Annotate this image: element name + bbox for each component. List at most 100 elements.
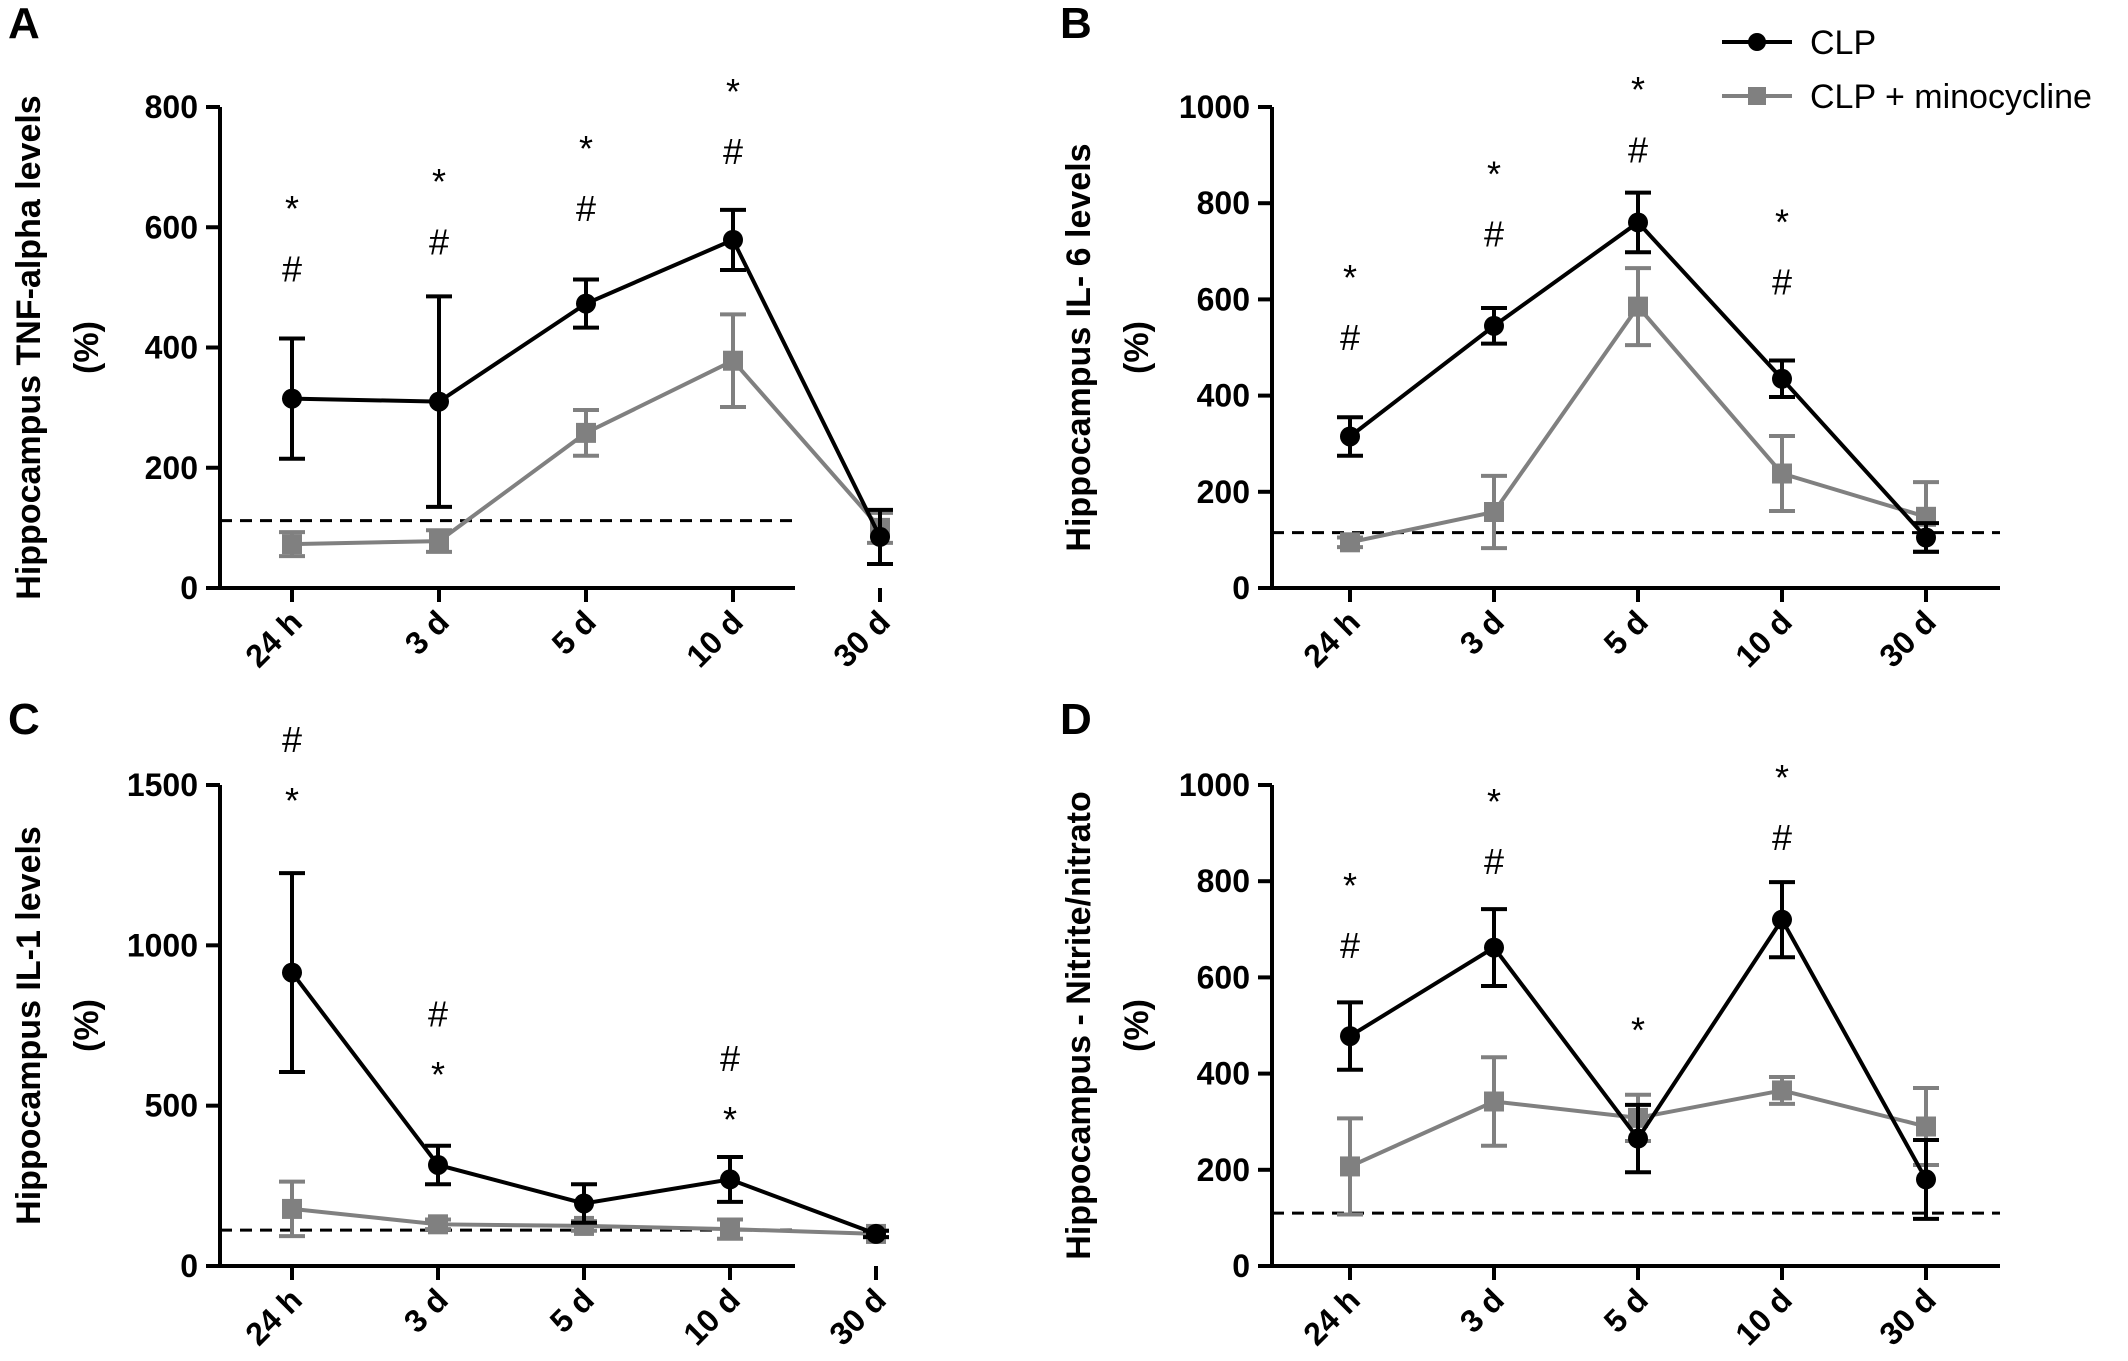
panel-d-series-clp-point — [1916, 1169, 1936, 1190]
panel-b-y-tick-label: 600 — [1197, 281, 1250, 317]
panel-d-x-tick-label-3-d: 3 d — [1453, 1281, 1511, 1339]
panel-b-x-tick-label-30-d: 30 d — [1872, 603, 1943, 674]
panel-c-y-tick-label: 1000 — [127, 927, 198, 963]
legend-entry-clp: CLP — [1722, 24, 1876, 62]
panel-b-annotation-hash: # — [1772, 262, 1792, 303]
panel-b-y-label: Hippocampus IL- 6 levels — [1060, 143, 1098, 551]
panel-a: A 0 200 400 600 800 24 h 3 d 5 d 10 d 30 d Hippocam… — [8, 0, 897, 674]
panel-a-series-clp-minocycline-point — [429, 531, 449, 552]
panel-b-annotation-hash: # — [1340, 317, 1360, 358]
panel-b-x-tick-label-5-d: 5 d — [1597, 603, 1655, 661]
panel-d-annotation-asterisk: * — [1775, 757, 1789, 798]
panel-b-series-clp-point — [1340, 426, 1360, 447]
panel-a-series-clp-minocycline-point — [576, 422, 596, 443]
panel-a-series-clp-point — [723, 229, 743, 250]
panel-a-x-tick-label-3-d: 3 d — [398, 603, 456, 661]
panel-d-y-tick-label: 400 — [1197, 1056, 1250, 1092]
panel-b-annotation-hash: # — [1628, 129, 1648, 170]
panel-a-annotation-asterisk: * — [285, 188, 299, 229]
panel-d-series-clp-point — [1484, 937, 1504, 958]
panel-a-annotation-hash: # — [282, 248, 302, 289]
panel-a-annotation-asterisk: * — [579, 128, 593, 169]
panel-d: D 0 200 400 600 800 1000 24 h 3 d 5 d 10 d 30 d Hipp… — [1060, 695, 2000, 1352]
panel-b-series-clp-point — [1628, 212, 1648, 233]
panel-a-series-clp-point — [429, 391, 449, 412]
panel-b-y-tick-label: 400 — [1197, 378, 1250, 414]
panel-b-series-clp-minocycline-point — [1772, 463, 1792, 484]
legend-marker-clp-minocycline — [1748, 87, 1766, 105]
legend-marker-clp — [1748, 33, 1766, 51]
panel-c-x-tick-label-30-d: 30 d — [822, 1281, 893, 1352]
panel-d-annotation-asterisk: * — [1487, 781, 1501, 822]
panel-c-y-label: Hippocampus IL-1 levels — [10, 826, 48, 1225]
panel-b-y-tick-label: 800 — [1197, 185, 1250, 221]
panel-b-annotation-asterisk: * — [1343, 257, 1357, 298]
panel-b-x-tick-label-3-d: 3 d — [1453, 603, 1511, 661]
panel-a-series-clp-point — [576, 293, 596, 314]
panel-d-y-tick-label: 600 — [1197, 959, 1250, 995]
panel-b-y-label-unit: (%) — [1118, 321, 1156, 374]
panel-d-y-label: Hippocampus - Nitrite/nitrato — [1060, 791, 1098, 1259]
panel-c-annotation-asterisk: * — [285, 780, 299, 821]
panel-a-y-label: Hippocampus TNF-alpha levels — [10, 95, 48, 599]
panel-d-annotation-hash: # — [1772, 817, 1792, 858]
panel-c-series-clp-point — [282, 962, 302, 983]
panel-c-series-clp-minocycline-point — [720, 1219, 740, 1240]
panel-d-series-clp-minocycline-point — [1340, 1156, 1360, 1177]
panel-b-annotation-asterisk: * — [1775, 201, 1789, 242]
panel-d-series-clp-point — [1772, 909, 1792, 930]
panel-d-y-label-unit: (%) — [1118, 999, 1156, 1052]
panel-b-letter: B — [1060, 0, 1092, 48]
panel-a-annotation-hash: # — [723, 131, 743, 172]
panel-d-annotation-asterisk: * — [1631, 1009, 1645, 1050]
panel-c-annotation-asterisk: * — [723, 1099, 737, 1140]
panel-c-x-tick-label-3-d: 3 d — [397, 1281, 455, 1339]
panel-a-series-clp-point — [282, 388, 302, 409]
panel-c-annotation-asterisk: * — [431, 1054, 445, 1095]
panel-c-series-clp-point — [720, 1169, 740, 1190]
panel-a-x-tick-label-24-h: 24 h — [238, 603, 309, 674]
panel-b-series-clp-minocycline-point — [1484, 502, 1504, 523]
panel-c-x-tick-label-5-d: 5 d — [543, 1281, 601, 1339]
panel-c-x-tick-label-24-h: 24 h — [238, 1281, 309, 1352]
panel-c-series-clp-minocycline-point — [282, 1198, 302, 1219]
panel-d-y-tick-label: 1000 — [1179, 767, 1250, 803]
panel-d-x-tick-label-10-d: 10 d — [1728, 1281, 1799, 1352]
panel-b-series-clp-minocycline-point — [1340, 532, 1360, 553]
panel-d-series-clp-point — [1340, 1026, 1360, 1047]
panel-c-y-tick-label: 500 — [145, 1088, 198, 1124]
panel-d-annotation-asterisk: * — [1343, 865, 1357, 906]
panel-a-y-tick-label: 400 — [145, 330, 198, 366]
panel-d-x-tick-label-24-h: 24 h — [1296, 1281, 1367, 1352]
panel-a-x-tick-label-5-d: 5 d — [545, 603, 603, 661]
panel-a-y-tick-label: 200 — [145, 450, 198, 486]
panel-b-series-clp-point — [1916, 527, 1936, 548]
legend-entry-clp-minocycline: CLP + minocycline — [1722, 78, 2092, 116]
panel-a-annotation-asterisk: * — [432, 161, 446, 202]
panel-b-series-clp-point — [1772, 368, 1792, 389]
panel-d-series-clp-minocycline-point — [1484, 1091, 1504, 1112]
panel-a-annotation-hash: # — [429, 221, 449, 262]
panel-b-y-tick-label: 0 — [1232, 570, 1250, 606]
panel-a-x-tick-label-30-d: 30 d — [826, 603, 897, 674]
panel-c-series-clp-point — [574, 1193, 594, 1214]
panel-a-y-tick-label: 800 — [145, 89, 198, 125]
panel-b-series-clp-minocycline-point — [1628, 296, 1648, 317]
panel-d-y-tick-label: 800 — [1197, 863, 1250, 899]
panel-a-series-clp-point — [870, 526, 890, 547]
panel-c-series-clp-point — [866, 1223, 886, 1244]
panel-a-series-clp-minocycline-point — [282, 534, 302, 555]
panel-b-series-clp-point — [1484, 315, 1504, 336]
panel-c-annotation-hash: # — [282, 719, 302, 760]
panel-d-y-tick-label: 200 — [1197, 1152, 1250, 1188]
panel-c: C 0 500 1000 1500 24 h 3 d 5 d 10 d 30 d Hippocamp… — [8, 695, 893, 1352]
panel-c-x-tick-label-10-d: 10 d — [676, 1281, 747, 1352]
panel-d-x-tick-label-5-d: 5 d — [1597, 1281, 1655, 1339]
panel-c-y-tick-label: 0 — [180, 1248, 198, 1284]
panel-b-x-tick-label-24-h: 24 h — [1296, 603, 1367, 674]
panel-d-x-tick-label-30-d: 30 d — [1872, 1281, 1943, 1352]
panel-c-annotation-hash: # — [428, 993, 448, 1034]
panel-b-annotation-asterisk: * — [1487, 153, 1501, 194]
panel-d-series-clp-minocycline-point — [1916, 1116, 1936, 1137]
